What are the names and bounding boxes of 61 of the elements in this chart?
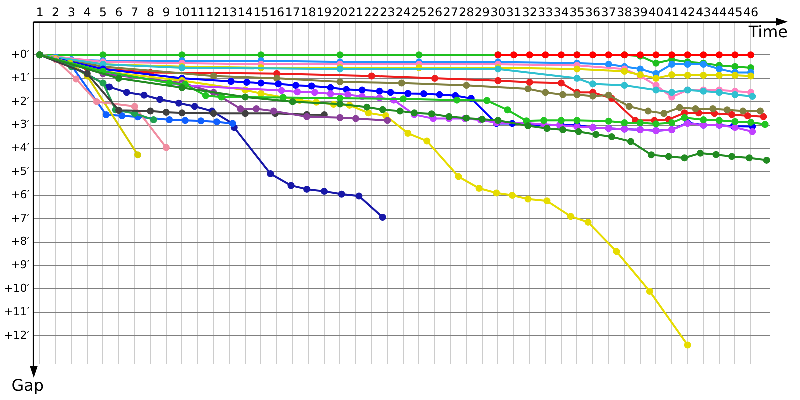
x-tick-label: 42 [680, 5, 696, 20]
x-tick-label: 21 [348, 5, 364, 20]
x-tick-label: 22 [364, 5, 380, 20]
x-tick-label: 5 [99, 5, 108, 20]
x-tick-label: 23 [380, 5, 396, 20]
x-tick-label: 8 [146, 5, 154, 20]
y-tick-label: +3′ [10, 118, 30, 132]
x-tick-label: 36 [585, 5, 601, 20]
x-tick-label: 12 [206, 5, 222, 20]
x-tick-label: 9 [162, 5, 170, 20]
x-tick-label: 39 [632, 5, 648, 20]
x-tick-label: 13 [222, 5, 238, 20]
x-tick-label: 24 [396, 5, 412, 20]
x-tick-label: 29 [474, 5, 490, 20]
x-tick-label: 27 [443, 5, 458, 20]
x-tick-label: 25 [412, 5, 427, 20]
y-tick-label: +7′ [10, 212, 30, 225]
y-tick-label: +4′ [10, 142, 30, 155]
x-tick-label: 37 [601, 5, 616, 20]
y-tick-label: +2′ [10, 94, 30, 108]
y-tick-label: +0′ [10, 48, 30, 62]
y-tick-label: +11′ [4, 305, 30, 318]
x-tick-label: 11 [190, 5, 206, 20]
x-tick-label: 32 [522, 5, 538, 20]
x-tick-label: 4 [84, 5, 92, 20]
x-tick-label: 26 [427, 5, 443, 20]
y-tick-label: +8′ [10, 235, 30, 248]
y-tick-label: +10′ [4, 282, 30, 295]
x-tick-label: 38 [617, 5, 632, 20]
x-tick-label: 17 [285, 5, 300, 20]
x-tick-label: 2 [52, 5, 60, 20]
x-tick-label: 43 [696, 5, 712, 20]
x-tick-label: 15 [254, 5, 269, 20]
x-tick-label: 19 [316, 5, 332, 20]
x-tick-label: 40 [648, 5, 664, 20]
x-tick-label: 6 [115, 5, 123, 20]
x-tick-label: 16 [269, 5, 285, 20]
x-axis-title: Time [748, 22, 788, 42]
x-tick-label: 28 [458, 5, 474, 20]
x-tick-label: 20 [332, 5, 348, 20]
y-tick-label: +12′ [4, 328, 30, 342]
y-axis-title: Gap [12, 376, 44, 396]
x-tick-label: 34 [554, 5, 570, 20]
x-tick-label: 1 [36, 5, 44, 20]
x-tick-label: 31 [506, 5, 522, 20]
x-tick-label: 14 [238, 5, 254, 20]
x-tick-label: 7 [131, 5, 139, 20]
x-tick-label: 18 [300, 5, 316, 20]
y-tick-label: +6′ [10, 188, 30, 202]
x-tick-label: 10 [174, 5, 190, 20]
y-tick-label: +1′ [10, 71, 30, 84]
x-tick-label: 33 [538, 5, 554, 20]
x-tick-label: 44 [712, 5, 728, 20]
x-tick-label: 35 [570, 5, 585, 20]
x-tick-label: 3 [68, 5, 76, 20]
y-tick-label: +9′ [10, 258, 30, 272]
x-tick-label: 41 [664, 5, 680, 20]
x-tick-label: 46 [743, 5, 759, 20]
x-tick-label: 45 [728, 5, 743, 20]
x-tick-label: 30 [490, 5, 506, 20]
y-tick-label: +5′ [10, 165, 30, 178]
